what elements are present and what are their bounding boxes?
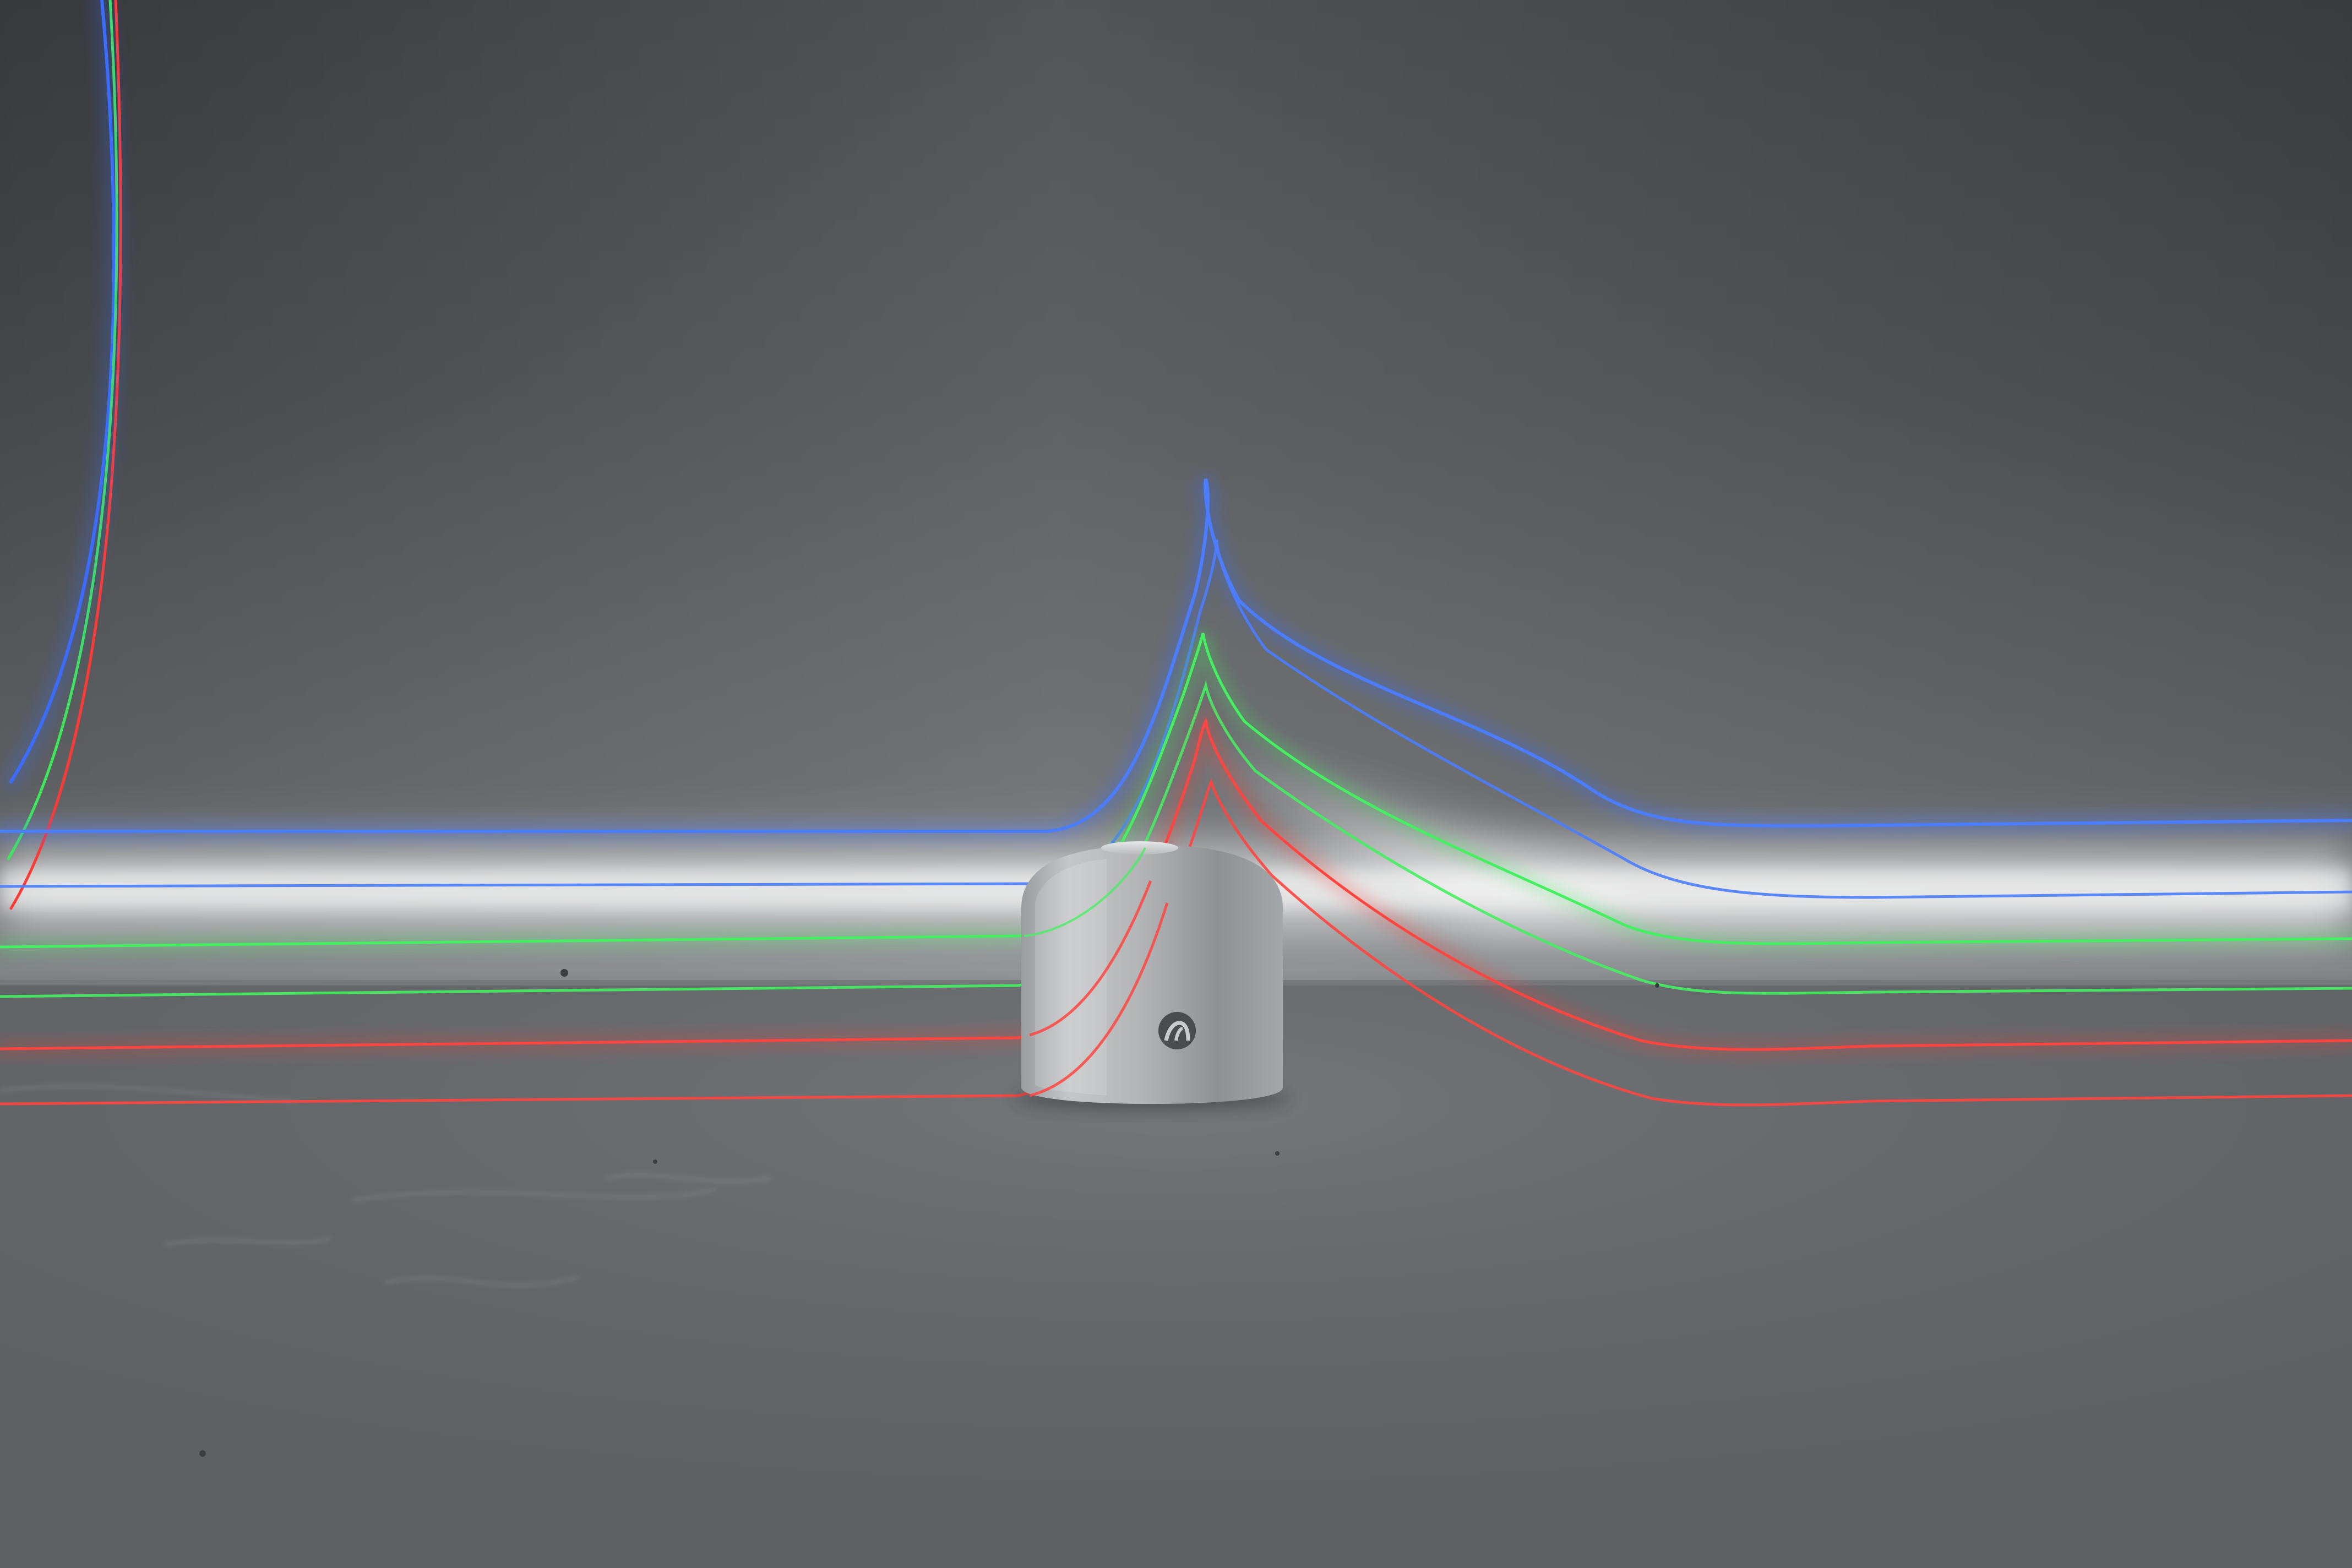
cylinder-device xyxy=(1014,841,1289,1110)
dust-specks xyxy=(199,969,1659,1457)
table-scratches xyxy=(0,1085,771,1287)
cylinder-top xyxy=(1101,841,1178,854)
cylinder-body xyxy=(1021,845,1283,1104)
stylized-m-logo-icon xyxy=(1158,1012,1196,1049)
left-arc-trails xyxy=(3,0,122,910)
cylinder-highlight xyxy=(1035,859,1107,1096)
